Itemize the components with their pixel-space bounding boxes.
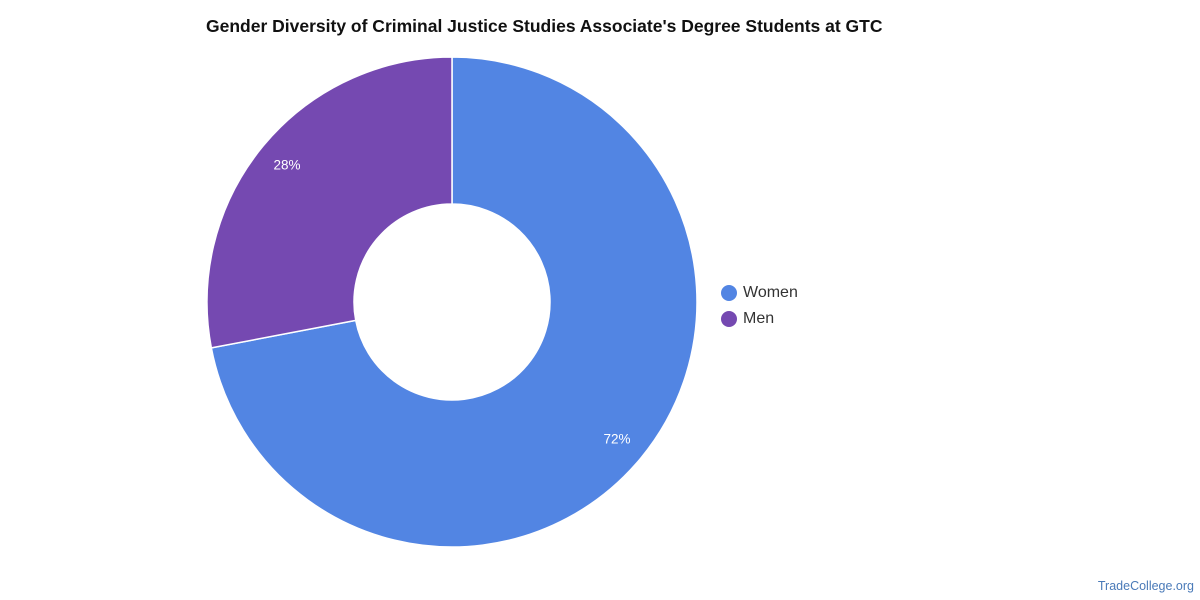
slice-label-women: 72% (603, 432, 630, 447)
chart-title: Gender Diversity of Criminal Justice Stu… (206, 16, 883, 36)
legend-swatch-men (721, 311, 737, 327)
slice-women[interactable] (210, 56, 698, 548)
chart-legend: Women Men (721, 280, 798, 332)
legend-item-men[interactable]: Men (721, 306, 798, 332)
legend-label-men: Men (743, 310, 775, 327)
source-credit[interactable]: TradeCollege.org (1097, 579, 1194, 593)
legend-item-women[interactable]: Women (721, 280, 798, 306)
slice-label-men: 28% (273, 158, 300, 173)
slice-men[interactable] (206, 56, 453, 349)
legend-label-women: Women (743, 284, 798, 301)
legend-swatch-women (721, 285, 737, 301)
